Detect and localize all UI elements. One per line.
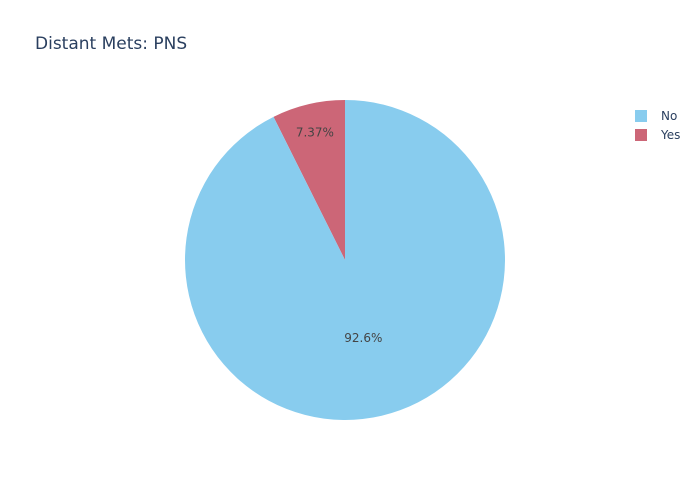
chart-title: Distant Mets: PNS — [35, 34, 188, 54]
slice-label-no: 92.6% — [344, 331, 382, 345]
legend-swatch-no — [635, 109, 647, 122]
legend-label-no: No — [661, 108, 678, 123]
legend-label-yes: Yes — [661, 127, 681, 142]
legend-item-no[interactable]: No — [635, 106, 680, 125]
pie-slice-yes[interactable] — [273, 100, 345, 260]
pie-slice-no[interactable] — [185, 100, 506, 420]
legend: No Yes — [635, 106, 680, 144]
slice-label-yes: 7.37% — [296, 125, 334, 139]
legend-item-yes[interactable]: Yes — [635, 125, 680, 144]
legend-swatch-yes — [635, 128, 647, 141]
